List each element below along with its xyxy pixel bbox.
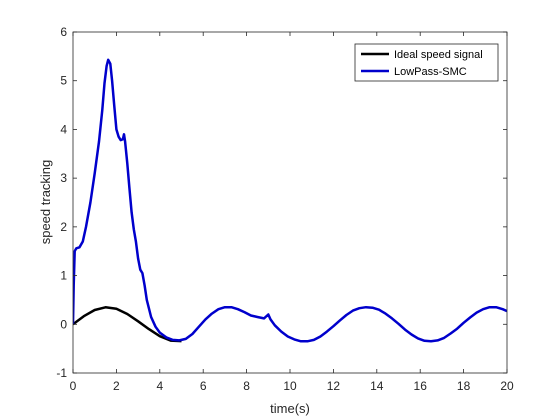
y-axis: -1 0 1 2 3 4 5 6: [56, 25, 507, 380]
x-tick-label: 8: [243, 379, 250, 393]
x-tick-label: 16: [414, 379, 428, 393]
x-tick-label: 14: [370, 379, 384, 393]
y-tick-label: 4: [60, 122, 67, 136]
legend-label-lowpass-smc: LowPass-SMC: [394, 66, 467, 78]
legend-box: [354, 43, 499, 82]
x-tick-label: 6: [200, 379, 207, 393]
plot-area: [73, 32, 507, 373]
series-line-1: [73, 58, 507, 343]
legend-label-ideal: Ideal speed signal: [394, 49, 483, 61]
y-tick-label: 5: [60, 74, 67, 88]
legend: Ideal speed signal LowPass-SMC: [354, 43, 499, 82]
y-tick-label: 3: [60, 171, 67, 185]
x-axis-label: time(s): [270, 401, 310, 416]
y-tick-label: 1: [60, 269, 67, 283]
x-tick-label: 20: [500, 379, 514, 393]
y-tick-label: 0: [60, 317, 67, 331]
x-tick-label: 2: [113, 379, 120, 393]
x-tick-label: 4: [156, 379, 163, 393]
y-axis-label: speed tracking: [38, 160, 53, 245]
series-layer: [73, 58, 507, 343]
x-axis: 0 2 4 6 8 10 12 14 16 18 20: [70, 32, 514, 393]
x-tick-label: 10: [283, 379, 297, 393]
y-tick-label: 6: [60, 25, 67, 39]
x-tick-label: 0: [70, 379, 77, 393]
y-tick-label: 2: [60, 220, 67, 234]
x-tick-label: 12: [327, 379, 341, 393]
y-tick-label: -1: [56, 366, 67, 380]
x-tick-label: 18: [457, 379, 471, 393]
series-line-0: [73, 306, 182, 343]
